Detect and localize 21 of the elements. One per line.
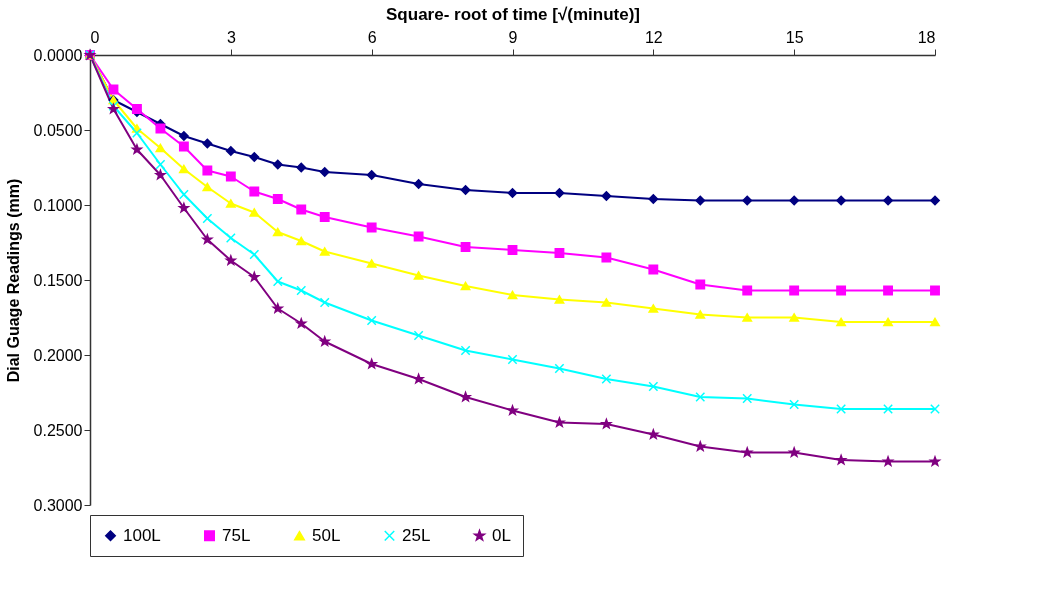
y-tick-label: 0.0500: [33, 121, 83, 139]
x-tick-label: 6: [367, 28, 377, 46]
y-tick-label: 0.2500: [33, 421, 83, 439]
x-axis-title: Square- root of time [√(minute)]: [386, 4, 640, 24]
y-tick-label: 0.1500: [33, 271, 83, 289]
y-tick-label: 0.3000: [33, 496, 83, 514]
legend-label: 25L: [402, 525, 431, 545]
y-tick-label: 0.0000: [33, 46, 83, 64]
y-axis-title: Dial Guage Readings (mm): [4, 178, 22, 383]
legend-label: 0L: [492, 525, 511, 545]
legend-label: 100L: [123, 525, 161, 545]
y-tick-label: 0.2000: [33, 346, 83, 364]
legend-label: 75L: [222, 525, 251, 545]
x-tick-label: 18: [917, 28, 936, 46]
y-tick-label: 0.1000: [33, 196, 83, 214]
x-tick-label: 15: [785, 28, 804, 46]
x-tick-label: 9: [508, 28, 518, 46]
legend-label: 50L: [312, 525, 341, 545]
x-tick-label: 12: [644, 28, 663, 46]
x-tick-label: 3: [226, 28, 236, 46]
x-tick-label: 0: [90, 28, 100, 46]
